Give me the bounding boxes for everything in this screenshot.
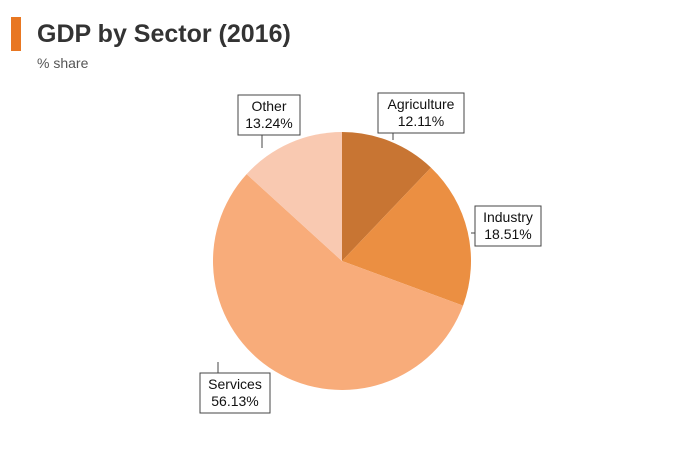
pie-slice-services <box>213 174 464 391</box>
label-box <box>474 205 542 247</box>
slice-value: 13.24% <box>245 115 292 131</box>
slice-value: 18.51% <box>484 226 531 242</box>
pie-slice-industry <box>342 167 472 306</box>
label-box <box>377 92 465 134</box>
slice-value: 12.11% <box>398 113 444 129</box>
slice-name: Industry <box>483 209 533 225</box>
chart-title: GDP by Sector (2016) <box>37 20 291 48</box>
slice-name: Agriculture <box>388 96 455 112</box>
title-accent-bar <box>11 17 21 51</box>
slice-value: 56.13% <box>211 393 258 409</box>
pie-slices <box>213 132 472 391</box>
label-box <box>199 372 271 414</box>
slice-name: Services <box>208 376 262 392</box>
pie-slice-other <box>246 132 342 261</box>
chart-subtitle: % share <box>37 55 89 71</box>
slice-name: Other <box>251 98 286 114</box>
label-box <box>237 94 301 136</box>
pie-slice-agriculture <box>342 132 431 261</box>
